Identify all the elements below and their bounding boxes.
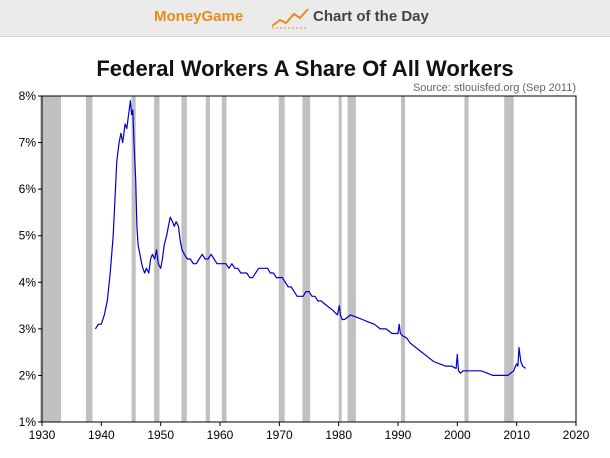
y-tick-label: 5%	[19, 229, 37, 243]
y-tick-label: 4%	[19, 275, 37, 289]
x-tick-label: 1940	[88, 428, 115, 442]
recession-band	[40, 96, 61, 422]
recession-band	[85, 96, 93, 422]
header-banner: MoneyGame Chart of the Day	[0, 0, 610, 37]
y-tick-label: 3%	[19, 322, 37, 336]
recession-band	[338, 96, 342, 422]
y-tick-label: 8%	[19, 89, 37, 103]
recession-band	[504, 96, 514, 422]
y-tick-label: 1%	[19, 415, 37, 429]
y-tick-label: 6%	[19, 182, 37, 196]
recession-band	[154, 96, 160, 422]
recession-band	[131, 96, 136, 422]
recession-band	[400, 96, 406, 422]
recession-band	[302, 96, 311, 422]
x-tick-label: 2020	[563, 428, 590, 442]
x-tick-label: 1980	[325, 428, 352, 442]
x-tick-label: 1990	[385, 428, 412, 442]
chart-axes: 1% 2% 3% 4% 5% 6% 7% 8% 1930 1940 1950 1960 1970 1980…	[19, 89, 590, 442]
x-tick-label: 1960	[207, 428, 234, 442]
trend-line-icon	[271, 8, 309, 29]
x-tick-label: 1970	[266, 428, 293, 442]
recession-band	[181, 96, 187, 422]
series-line	[94, 100, 526, 376]
recession-band	[347, 96, 356, 422]
banner-title: Chart of the Day	[313, 8, 429, 25]
brand-logo-text[interactable]: MoneyGame	[154, 8, 244, 25]
plot-frame	[41, 95, 577, 423]
recession-band	[221, 96, 227, 422]
y-tick-label: 2%	[19, 368, 37, 382]
chart-source: Source: stlouisfed.org (Sep 2011)	[412, 82, 576, 94]
x-tick-label: 2000	[444, 428, 471, 442]
recession-band	[464, 96, 469, 422]
x-tick-label: 1950	[147, 428, 174, 442]
chart-title: Federal Workers A Share Of All Workers	[96, 56, 514, 81]
x-tick-label: 2010	[503, 428, 530, 442]
y-tick-label: 7%	[19, 136, 37, 150]
recession-band	[278, 96, 285, 422]
data-series	[94, 100, 526, 376]
x-tick-label: 1930	[29, 428, 56, 442]
